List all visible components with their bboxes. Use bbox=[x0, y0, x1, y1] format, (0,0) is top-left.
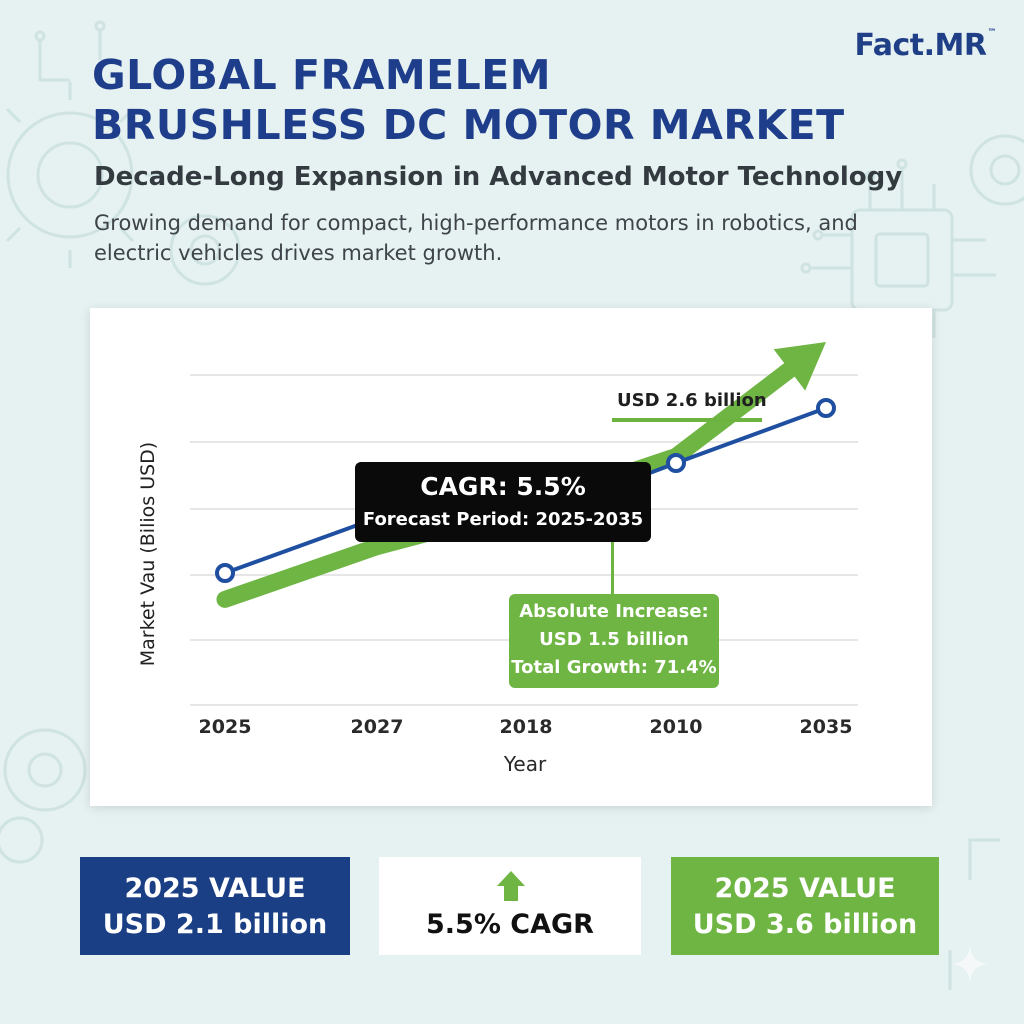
total-growth: Total Growth: 71.4% bbox=[511, 657, 717, 678]
stat-card-end-value: 2025 VALUE USD 3.6 billion bbox=[671, 857, 939, 955]
x-tick-label: 2025 bbox=[198, 716, 252, 738]
chip-icon bbox=[800, 158, 996, 350]
chart-card bbox=[90, 308, 932, 806]
x-tick-label: 2027 bbox=[350, 716, 404, 738]
stat-card-cagr: 5.5% CAGR bbox=[379, 857, 641, 955]
trend-arrow-head bbox=[773, 342, 826, 391]
x-axis-label: Year bbox=[503, 752, 547, 776]
page-description: Growing demand for compact, high-perform… bbox=[94, 211, 858, 265]
stat-end-value: USD 3.6 billion bbox=[692, 909, 918, 940]
trademark-mark: ™ bbox=[987, 28, 997, 38]
up-arrow-icon bbox=[497, 871, 525, 901]
gear-icon bbox=[5, 82, 163, 268]
stat-cagr-text: 5.5% CAGR bbox=[426, 909, 594, 940]
callout-connector bbox=[611, 542, 614, 594]
page-title: GLOBAL FRAMELEM BRUSHLESS DC MOTOR MARKE… bbox=[92, 50, 845, 150]
stat-start-value: USD 2.1 billion bbox=[102, 909, 328, 940]
sparkle-icon bbox=[952, 946, 988, 982]
stat-card-start-value: 2025 VALUE USD 2.1 billion bbox=[80, 857, 350, 955]
cagr-callout: CAGR: 5.5% Forecast Period: 2025-2035 bbox=[355, 462, 651, 542]
x-tick-label: 2035 bbox=[799, 716, 853, 738]
absolute-increase-label: Absolute Increase: bbox=[519, 601, 709, 622]
data-point bbox=[816, 398, 836, 418]
x-tick-label: 2010 bbox=[649, 716, 703, 738]
gear-icon-bottom-left bbox=[0, 728, 87, 864]
title-line-2: BRUSHLESS DC MOTOR MARKET bbox=[92, 101, 845, 149]
absolute-increase-callout: Absolute Increase: USD 1.5 billion Total… bbox=[509, 594, 719, 688]
y-axis-label: Market Vau (Bilios USD) bbox=[137, 441, 159, 667]
stat-end-label: 2025 VALUE bbox=[714, 873, 896, 904]
brand-logo-text: Fact.MR bbox=[854, 28, 987, 63]
data-point bbox=[215, 563, 235, 583]
data-point bbox=[666, 453, 686, 473]
end-value-label: USD 2.6 billion bbox=[617, 390, 767, 411]
gear-icon-right bbox=[969, 134, 1024, 206]
cagr-title: CAGR: 5.5% bbox=[420, 472, 586, 501]
page-subtitle: Decade-Long Expansion in Advanced Motor … bbox=[94, 162, 903, 192]
brand-logo: Fact.MR™ bbox=[854, 28, 997, 63]
absolute-increase-value: USD 1.5 billion bbox=[539, 629, 689, 650]
gear-icon-small bbox=[169, 214, 241, 286]
x-tick-label: 2018 bbox=[499, 716, 553, 738]
end-value-underline bbox=[612, 418, 762, 422]
circuit-lines bbox=[34, 20, 1000, 990]
cagr-period: Forecast Period: 2025-2035 bbox=[362, 509, 644, 530]
stat-start-label: 2025 VALUE bbox=[124, 873, 306, 904]
title-line-1: GLOBAL FRAMELEM bbox=[92, 51, 552, 99]
